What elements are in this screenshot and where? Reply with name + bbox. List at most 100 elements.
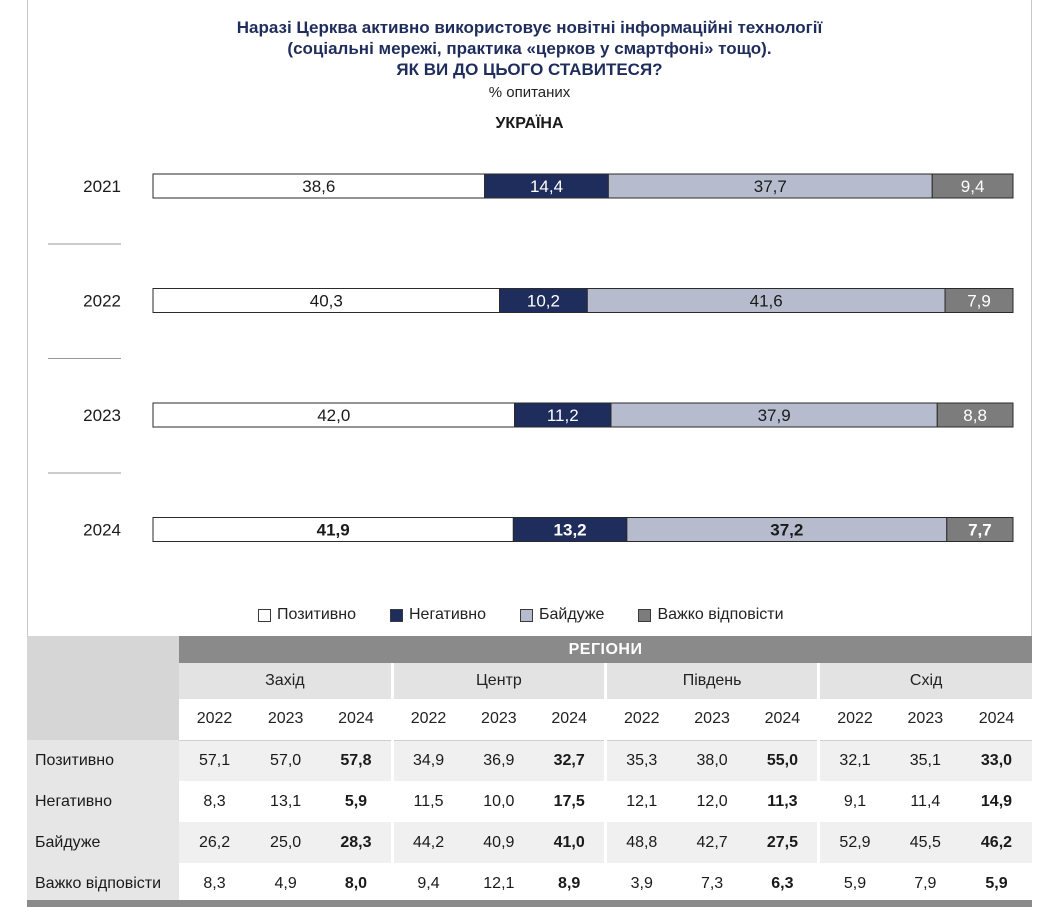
data-label-positive-2024: 41,9 — [317, 521, 350, 540]
chart-subtitle: % опитаних — [488, 84, 571, 101]
table-cell: 6,3 — [747, 863, 819, 904]
table-cell: 9,1 — [817, 781, 890, 822]
table-body: Позитивно 57,1 57,0 57,8 34,9 36,9 32,7 35,3 38,… — [27, 740, 1033, 904]
table-cell: 44,2 — [390, 822, 464, 863]
table-cell: 8,9 — [534, 863, 606, 904]
chart-title-line-1: Наразі Церква активно використовує новіт… — [236, 18, 823, 37]
regions-table: РЕГІОНИ Захід Центр Південь Схід 2022 20… — [27, 636, 1033, 904]
bar-negative-2021 — [484, 173, 609, 199]
table-cell: 10,0 — [463, 781, 535, 822]
table-cell: 40,9 — [463, 822, 535, 863]
row-label: Байдуже — [27, 822, 179, 863]
table-cell: 7,3 — [676, 863, 748, 904]
table-cell: 9,4 — [390, 863, 464, 904]
year-header: 2023 — [676, 699, 748, 741]
region-header-east: Схід — [817, 663, 1033, 699]
data-label-hard-2022: 7,9 — [967, 292, 991, 311]
table-cell: 33,0 — [960, 740, 1033, 781]
data-label-positive-2021: 38,6 — [302, 177, 335, 196]
year-header: 2023 — [889, 699, 961, 741]
table-cell: 12,1 — [463, 863, 535, 904]
table-cell: 13,1 — [250, 781, 322, 822]
data-label-indifferent-2022: 41,6 — [750, 292, 783, 311]
bar-indifferent-2024 — [626, 517, 948, 542]
data-label-negative-2022: 10,2 — [527, 292, 560, 311]
bar-indifferent-2022 — [586, 288, 946, 313]
stacked-bar-chart: 2021 38,6 14,4 37,7 9,4 2022 40,3 10,2 41,6 7,9 20… — [48, 173, 1014, 542]
data-label-hard-2024: 7,7 — [968, 521, 992, 540]
legend-item-positive: Позитивно — [258, 606, 356, 624]
legend-item-indifferent: Байдуже — [519, 606, 605, 624]
table-cell: 34,9 — [390, 740, 464, 781]
table-cell: 28,3 — [321, 822, 393, 863]
table-bottom-bar — [27, 900, 1032, 907]
year-header: 2023 — [250, 699, 322, 741]
data-label-indifferent-2021: 37,7 — [754, 177, 787, 196]
table-cell: 32,1 — [817, 740, 890, 781]
chart-title-line-3: ЯК ВИ ДО ЦЬОГО СТАВИТЕСЯ? — [396, 60, 663, 79]
chart-frame-right — [1031, 0, 1032, 636]
bar-hard-2023 — [936, 402, 1014, 428]
data-label-hard-2021: 9,4 — [961, 177, 985, 196]
legend-swatch-hard — [638, 608, 652, 622]
table-cell: 55,0 — [747, 740, 819, 781]
year-header: 2022 — [603, 699, 677, 741]
table-cell: 57,8 — [321, 740, 393, 781]
table-cell: 8,3 — [179, 863, 251, 904]
legend-label-indifferent: Байдуже — [538, 606, 605, 623]
table-cell: 5,9 — [321, 781, 393, 822]
legend-item-hard: Важко відповісти — [638, 606, 784, 624]
year-header: 2023 — [463, 699, 535, 741]
y-axis-label-2023: 2023 — [83, 406, 121, 425]
data-label-positive-2022: 40,3 — [310, 292, 343, 311]
bar-positive-2021 — [152, 173, 486, 199]
legend-swatch-indifferent — [519, 608, 533, 622]
table-cell: 3,9 — [603, 863, 677, 904]
table-cell: 48,8 — [603, 822, 677, 863]
table-cell: 36,9 — [463, 740, 535, 781]
legend-swatch-negative — [390, 608, 403, 622]
table-row: Позитивно 57,1 57,0 57,8 34,9 36,9 32,7 35,3 38,… — [27, 740, 1033, 781]
table-cell: 35,3 — [603, 740, 677, 781]
table-cell: 5,9 — [960, 863, 1033, 904]
y-axis-label-2021: 2021 — [83, 177, 121, 196]
table-cell: 12,1 — [603, 781, 677, 822]
legend-item-negative: Негативно — [390, 606, 486, 624]
data-label-negative-2024: 13,2 — [554, 521, 587, 540]
table-cell: 5,9 — [817, 863, 890, 904]
year-header: 2022 — [817, 699, 890, 741]
year-header: 2024 — [534, 699, 606, 741]
table-cell: 14,9 — [960, 781, 1033, 822]
table-cell: 35,1 — [889, 740, 961, 781]
table-cell: 57,0 — [250, 740, 322, 781]
table-cell: 11,5 — [390, 781, 464, 822]
table-cell: 41,0 — [534, 822, 606, 863]
bar-hard-2021 — [931, 173, 1014, 199]
table-row: Негативно 8,3 13,1 5,9 11,5 10,0 17,5 12,1 12,0 1… — [27, 781, 1033, 822]
data-label-indifferent-2024: 37,2 — [770, 521, 803, 540]
table-cell: 46,2 — [960, 822, 1033, 863]
y-axis-label-2022: 2022 — [83, 292, 121, 311]
region-header-west: Захід — [179, 663, 393, 699]
row-label: Важко відповісти — [27, 863, 179, 904]
table-row: Байдуже 26,2 25,0 28,3 44,2 40,9 41,0 48,8 42,7 2… — [27, 822, 1033, 863]
table-row: Важко відповісти 8,3 4,9 8,0 9,4 12,1 8,9 3,9 7,… — [27, 863, 1033, 904]
chart-frame-left — [27, 0, 28, 636]
table-cell: 25,0 — [250, 822, 322, 863]
year-header: 2024 — [321, 699, 393, 741]
year-header: 2022 — [179, 699, 251, 741]
region-header-center: Центр — [390, 663, 606, 699]
chart-title-line-2: (соціальні мережі, практика «церков у см… — [287, 39, 772, 58]
region-header-south: Південь — [603, 663, 819, 699]
table-cell: 27,5 — [747, 822, 819, 863]
bar-positive-2024 — [152, 517, 514, 542]
bar-hard-2022 — [944, 288, 1014, 313]
data-label-hard-2023: 8,8 — [963, 406, 987, 425]
bar-negative-2024 — [512, 517, 628, 542]
table-cell: 4,9 — [250, 863, 322, 904]
y-axis-label-2024: 2024 — [83, 521, 121, 540]
table-cell: 8,3 — [179, 781, 251, 822]
table-cell: 26,2 — [179, 822, 251, 863]
row-label: Позитивно — [27, 740, 179, 781]
table-cell: 45,5 — [889, 822, 961, 863]
